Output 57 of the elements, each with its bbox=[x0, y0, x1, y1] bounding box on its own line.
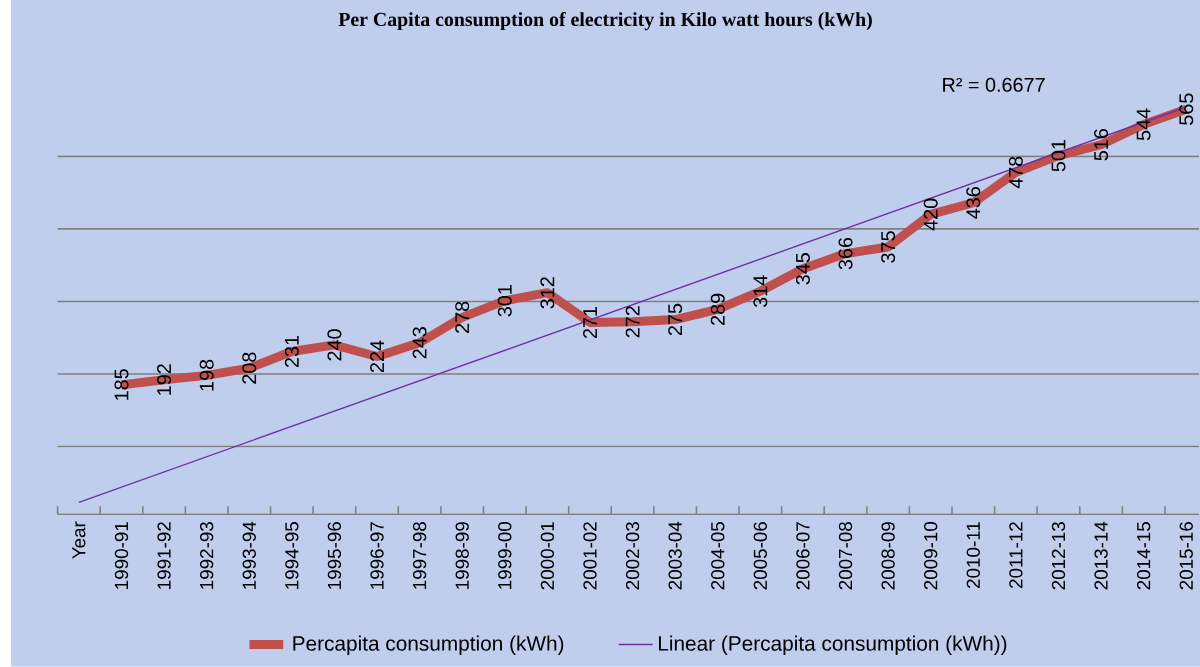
x-tick-label: 1993-94 bbox=[242, 521, 256, 589]
data-label: 243 bbox=[412, 327, 427, 359]
data-label: 366 bbox=[838, 237, 853, 270]
x-tick-label: 2005-06 bbox=[753, 522, 767, 590]
x-tick-label: 2015-16 bbox=[1179, 522, 1193, 590]
data-label: 516 bbox=[1094, 129, 1109, 161]
data-label: 271 bbox=[583, 306, 597, 339]
data-label: 565 bbox=[1179, 93, 1194, 125]
x-tick-label: 2010-11 bbox=[966, 522, 980, 589]
x-tick-label: 2008-09 bbox=[881, 522, 895, 590]
x-tick-label: 1991-92 bbox=[157, 522, 171, 589]
data-label: 314 bbox=[753, 275, 768, 308]
data-label: 185 bbox=[114, 369, 129, 400]
data-label: 478 bbox=[1008, 156, 1023, 189]
data-label: 192 bbox=[157, 364, 172, 395]
data-label: 375 bbox=[881, 231, 896, 263]
legend-label: Percapita consumption (kWh) bbox=[293, 635, 564, 656]
chart-title: Per Capita consumption of electricity in Kilo watt hours (kWh) bbox=[338, 12, 872, 31]
x-tick-label: 1996-97 bbox=[370, 522, 384, 589]
x-tick-label: 2006-07 bbox=[796, 522, 810, 590]
data-label: 231 bbox=[284, 336, 299, 368]
data-label: 224 bbox=[370, 340, 384, 373]
x-tick-label: 2004-05 bbox=[711, 522, 725, 590]
data-label: 501 bbox=[1051, 140, 1066, 172]
data-label: 420 bbox=[923, 198, 938, 231]
data-label: 272 bbox=[625, 306, 640, 338]
data-label: 312 bbox=[540, 277, 555, 309]
data-label: 198 bbox=[199, 359, 214, 391]
data-label: 275 bbox=[668, 303, 683, 336]
x-tick-label: 1999-00 bbox=[498, 522, 512, 589]
x-tick-label: 2000-01 bbox=[540, 522, 555, 590]
data-label: 301 bbox=[497, 285, 512, 317]
x-tick-label: 2014-15 bbox=[1136, 522, 1151, 590]
x-tick-label: 1994-95 bbox=[285, 522, 299, 589]
x-tick-label: Year bbox=[72, 521, 86, 559]
data-label: 289 bbox=[710, 293, 725, 326]
text: R² = 0.6677 bbox=[943, 77, 1045, 92]
data-label: 345 bbox=[795, 253, 810, 285]
data-label: 436 bbox=[966, 187, 981, 219]
x-tick-label: 2001-02 bbox=[583, 522, 597, 590]
x-tick-label: 1995-96 bbox=[327, 522, 342, 589]
data-label: 240 bbox=[327, 329, 342, 361]
x-tick-label: 1990-91 bbox=[114, 522, 129, 589]
x-tick-label: 2003-04 bbox=[668, 521, 682, 590]
x-tick-label: 2009-10 bbox=[924, 522, 938, 590]
x-tick-label: 2012-13 bbox=[1051, 522, 1066, 590]
data-label: 278 bbox=[455, 301, 470, 334]
x-tick-label: 1997-98 bbox=[412, 522, 427, 589]
data-label: 208 bbox=[242, 352, 257, 384]
x-tick-label: 2007-08 bbox=[838, 522, 853, 590]
data-label: 544 bbox=[1136, 108, 1151, 141]
x-tick-label: 1998-99 bbox=[455, 522, 469, 589]
x-tick-label: 2011-12 bbox=[1009, 522, 1023, 589]
x-tick-label: 1992-93 bbox=[199, 522, 214, 589]
x-tick-label: 2002-03 bbox=[625, 522, 640, 590]
x-tick-label: 2013-14 bbox=[1094, 521, 1108, 590]
legend-label: Linear (Percapita consumption (kWh)) bbox=[658, 635, 1007, 656]
